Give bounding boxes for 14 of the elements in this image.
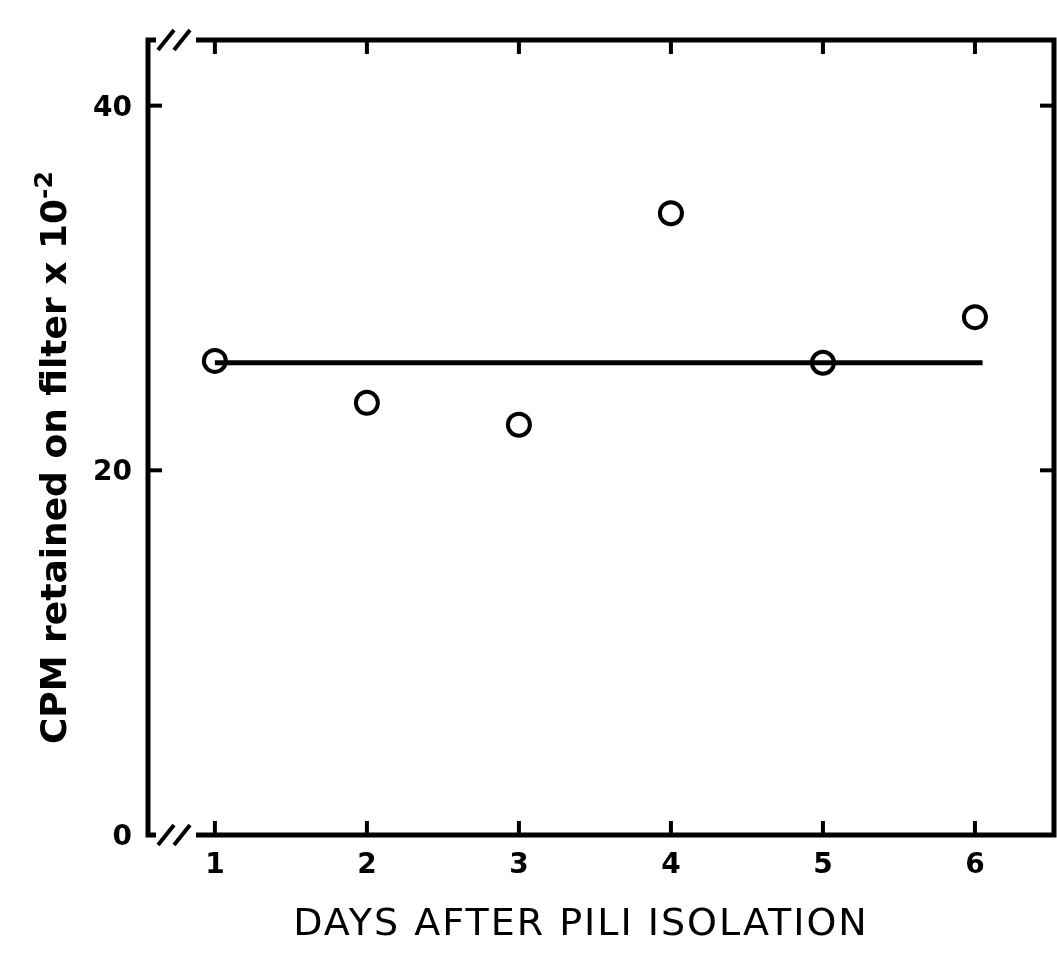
y-tick-label: 20 [93,454,132,488]
point [657,200,684,227]
x-tick-label: 6 [965,847,985,880]
x-axis-title: DAYS AFTER PILI ISOLATION [293,900,869,944]
point [353,389,380,416]
x-tick-label: 1 [205,847,225,880]
y-tick-label: 40 [93,89,132,123]
y-tick-label: 0 [112,819,132,852]
x-tick-label: 4 [661,847,681,880]
x-tick-label: 5 [813,847,833,880]
x-tick-label: 2 [357,847,377,880]
point [505,411,532,438]
x-tick-label: 3 [509,847,529,880]
point [961,304,988,331]
